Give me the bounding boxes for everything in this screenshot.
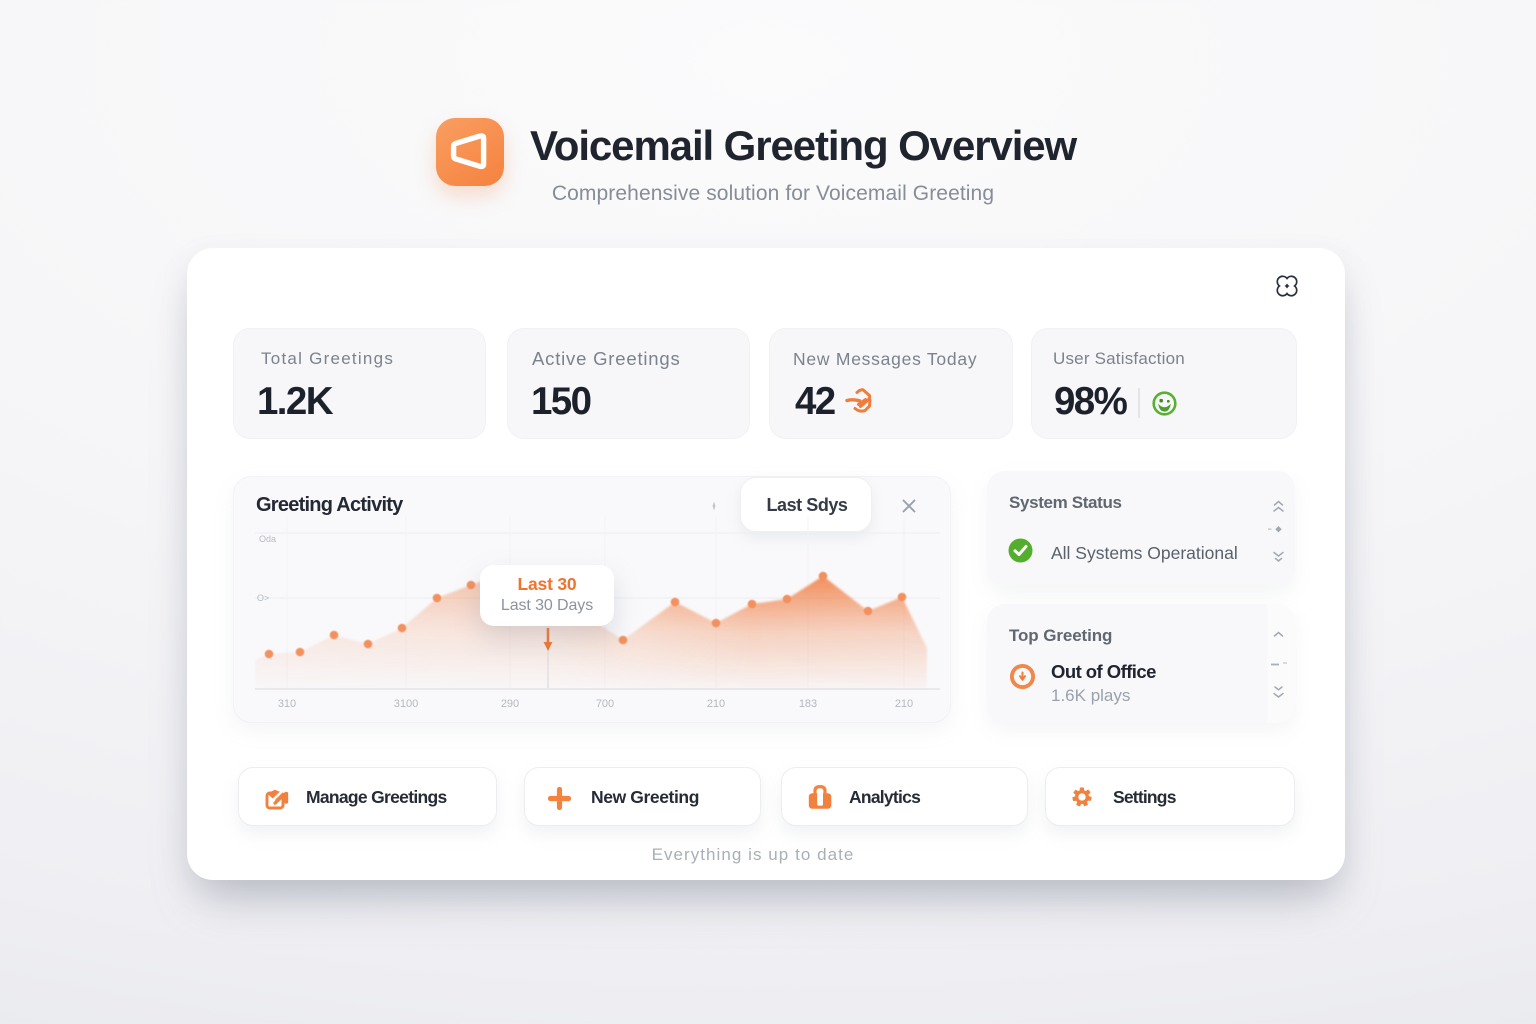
svg-text:310: 310 bbox=[278, 698, 296, 710]
svg-text:210: 210 bbox=[895, 698, 913, 710]
svg-text:3100: 3100 bbox=[394, 698, 418, 710]
svg-text:210: 210 bbox=[707, 698, 725, 710]
svg-text:700: 700 bbox=[596, 698, 614, 710]
svg-text:183: 183 bbox=[799, 698, 817, 710]
svg-text:O>: O> bbox=[257, 593, 269, 603]
svg-text:290: 290 bbox=[501, 698, 519, 710]
svg-text:Oda: Oda bbox=[259, 534, 276, 544]
